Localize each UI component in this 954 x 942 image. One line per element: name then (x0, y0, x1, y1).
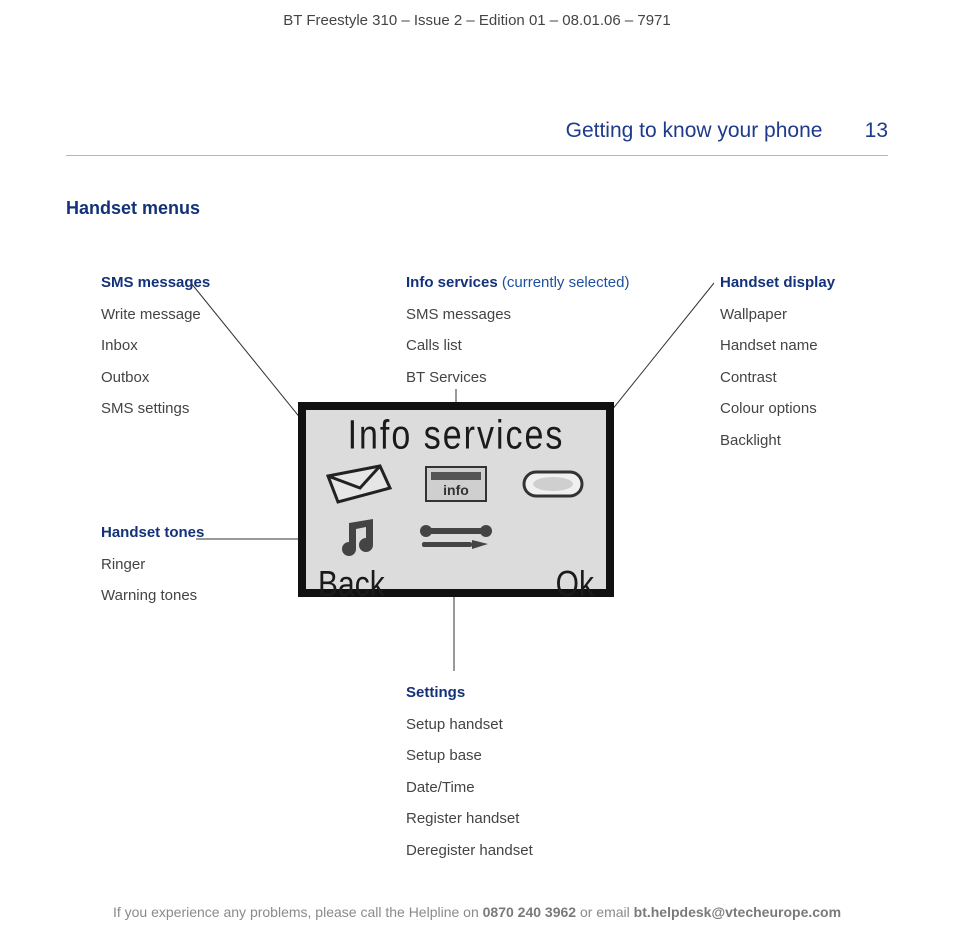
display-icon (510, 459, 596, 509)
diagram-canvas: SMS messages Write message Inbox Outbox … (66, 219, 888, 819)
menu-item: Register handset (406, 803, 626, 835)
document-header: BT Freestyle 310 – Issue 2 – Edition 01 … (0, 0, 954, 29)
lcd-title: Info services (306, 410, 606, 459)
page-number: 13 (865, 119, 888, 143)
menu-title-info: Info services (406, 274, 498, 291)
menu-item: Write message (101, 299, 291, 331)
menu-sms-messages: SMS messages Write message Inbox Outbox … (101, 267, 291, 425)
menu-item: SMS settings (101, 393, 291, 425)
menu-item: Date/Time (406, 772, 626, 804)
menu-handset-tones: Handset tones Ringer Warning tones (101, 517, 291, 612)
menu-item: Setup base (406, 740, 626, 772)
lcd-screen: Info services info (298, 402, 614, 597)
footer-helpline: If you experience any problems, please c… (0, 904, 954, 920)
info-label: info (425, 466, 487, 502)
menu-info-services: Info services (currently selected) SMS m… (406, 267, 666, 393)
menu-item: Setup handset (406, 709, 626, 741)
menu-item: Inbox (101, 330, 291, 362)
footer-phone: 0870 240 3962 (483, 904, 576, 920)
menu-title-display: Handset display (720, 274, 835, 291)
menu-item: Wallpaper (720, 299, 900, 331)
menu-item: Calls list (406, 330, 666, 362)
lcd-softkeys: Back Ok (306, 565, 606, 606)
menu-title-note: (currently selected) (502, 274, 630, 291)
menu-title-tones: Handset tones (101, 524, 204, 541)
envelope-icon (316, 459, 402, 509)
menu-item: Colour options (720, 393, 900, 425)
menu-handset-display: Handset display Wallpaper Handset name C… (720, 267, 900, 456)
lcd-ok-label: Ok (556, 565, 594, 606)
footer-middle: or email (576, 904, 634, 920)
lcd-spacer (510, 513, 596, 563)
footer-email: bt.helpdesk@vtecheurope.com (634, 904, 841, 920)
menu-item: BT Services (406, 362, 666, 394)
page-header: Getting to know your phone 13 (66, 119, 888, 156)
menu-item: Outbox (101, 362, 291, 394)
music-note-icon (316, 513, 402, 563)
menu-item: Deregister handset (406, 835, 626, 867)
subheading-handset-menus: Handset menus (66, 198, 954, 219)
lcd-back-label: Back (318, 565, 385, 606)
menu-item: Backlight (720, 425, 900, 457)
section-title: Getting to know your phone (566, 119, 823, 143)
info-box-icon: info (413, 459, 499, 509)
menu-item: Contrast (720, 362, 900, 394)
menu-title-sms: SMS messages (101, 274, 210, 291)
menu-item: Ringer (101, 549, 291, 581)
menu-item: Warning tones (101, 580, 291, 612)
menu-title-settings: Settings (406, 684, 465, 701)
menu-item: Handset name (720, 330, 900, 362)
lcd-icon-grid: info (306, 451, 606, 565)
wrench-screwdriver-icon (413, 513, 499, 563)
menu-settings: Settings Setup handset Setup base Date/T… (406, 677, 626, 866)
footer-prefix: If you experience any problems, please c… (113, 904, 483, 920)
menu-item: SMS messages (406, 299, 666, 331)
